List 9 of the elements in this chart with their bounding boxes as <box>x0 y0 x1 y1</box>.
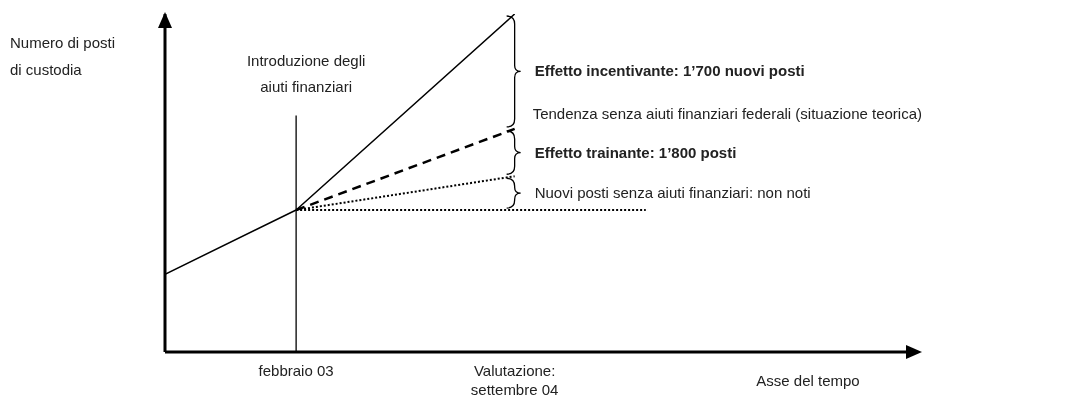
ref-line-label: Introduzione degli aiuti finanziari <box>246 52 366 95</box>
x-axis-title: Asse del tempo <box>756 372 860 389</box>
annotation: Nuovi posti senza aiuti finanziari: non noti <box>534 184 811 202</box>
x-tick-label: Valutazione: settembre 04 <box>470 362 559 398</box>
annotation: Effetto trainante: 1’800 posti <box>534 143 737 161</box>
annotation: Effetto incentivante: 1’700 nuovi posti <box>534 62 805 80</box>
series-label: Tendenza senza aiuti finanziari federali (situazione teorica) <box>532 104 923 122</box>
x-tick-label: febbraio 03 <box>258 362 334 379</box>
y-axis-title: Numero di posti di custodia <box>10 34 116 78</box>
